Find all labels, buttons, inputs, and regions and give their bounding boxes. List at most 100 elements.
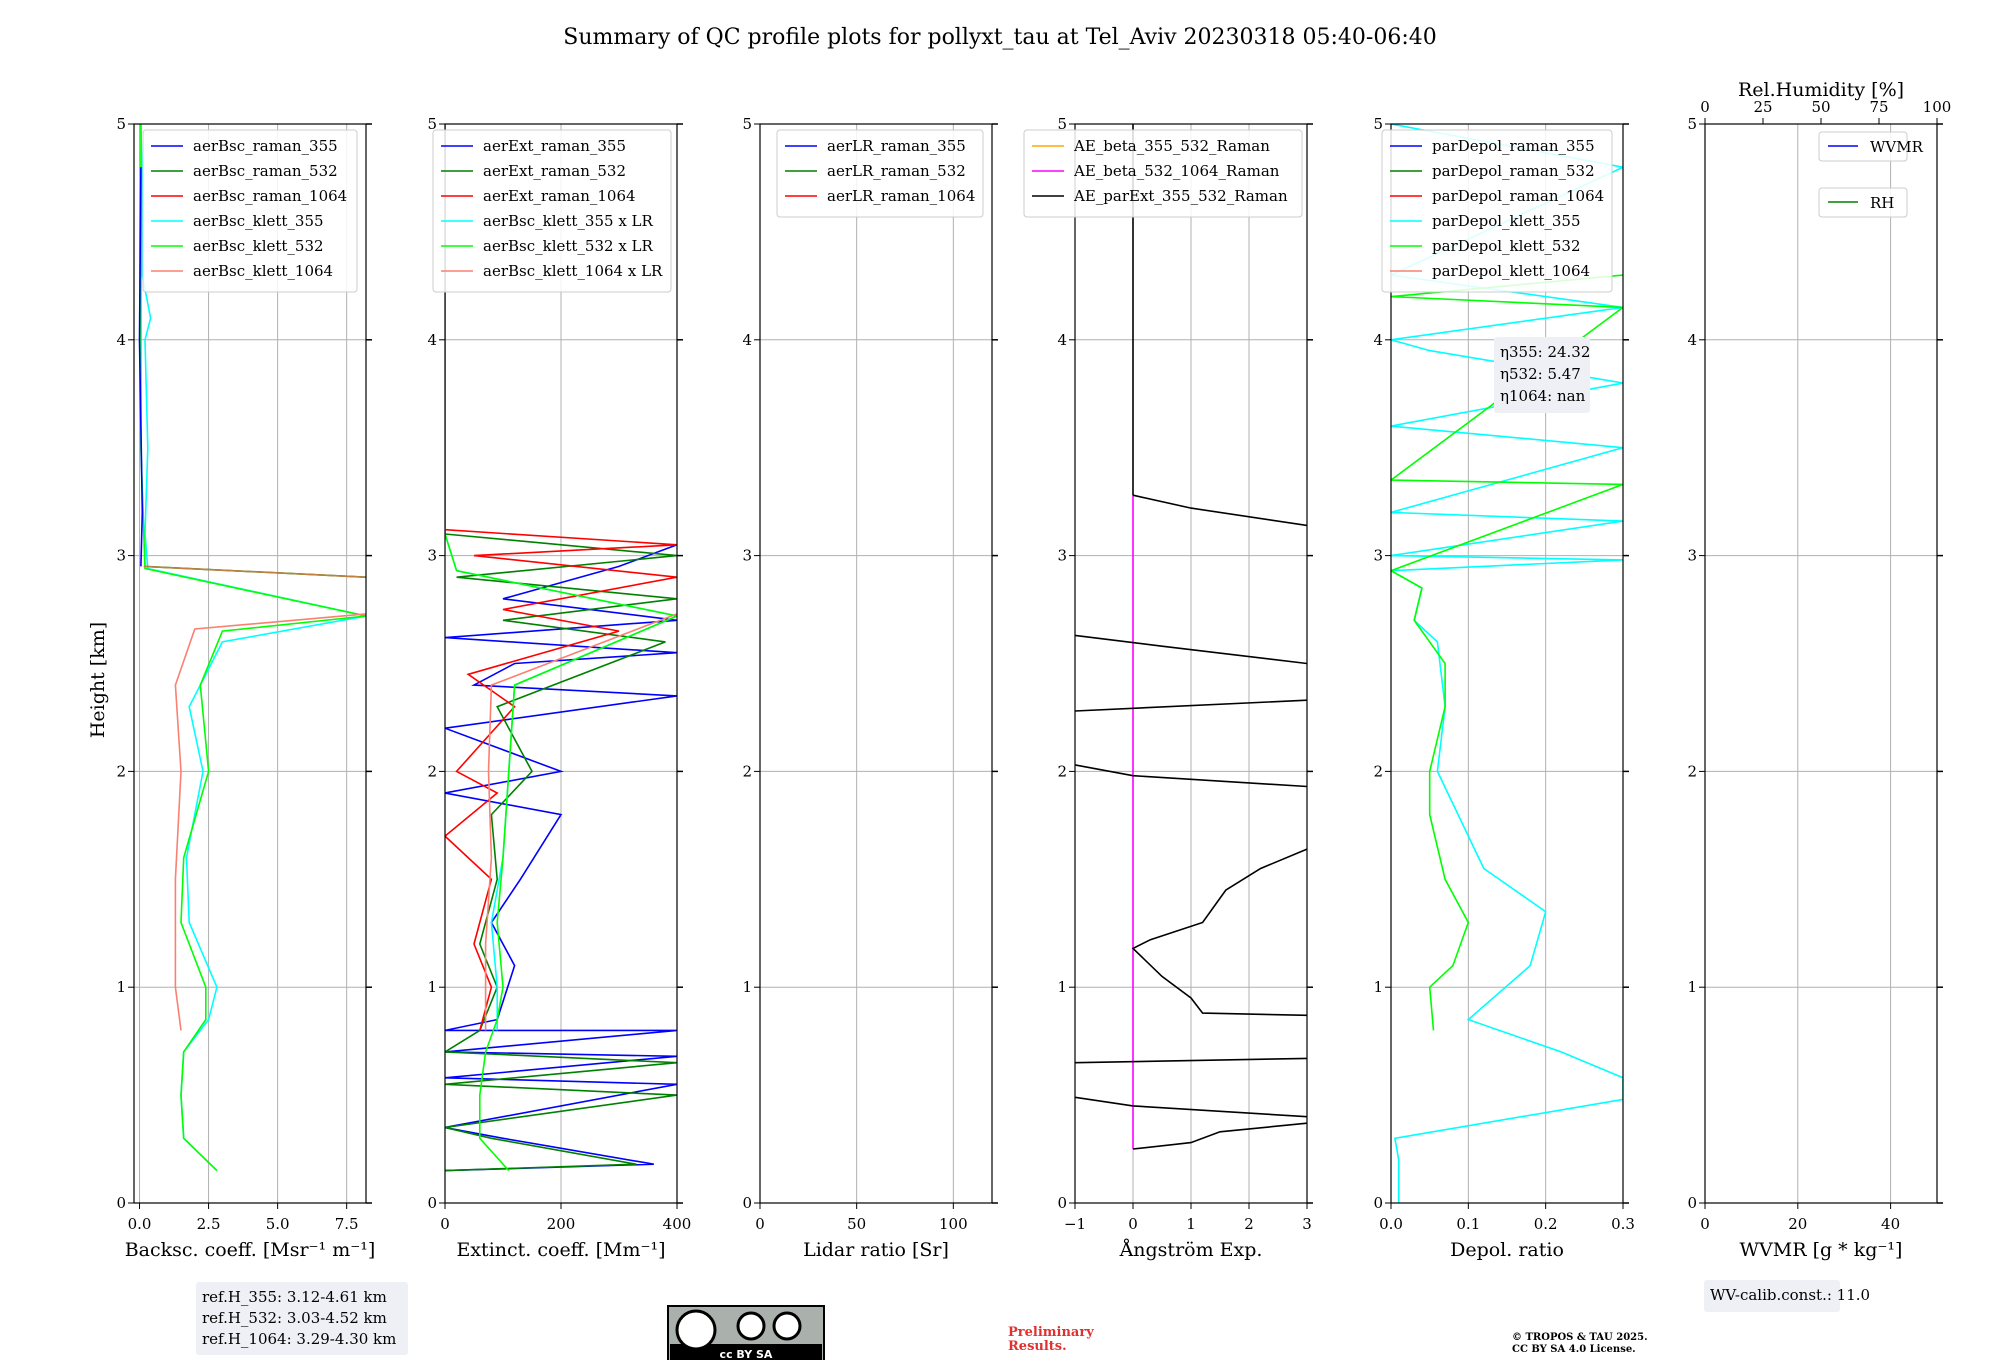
legend-label: AE_beta_355_532_Raman <box>1073 137 1270 155</box>
axes-frame <box>133 123 367 1204</box>
legend-label: parDepol_klett_1064 <box>1432 262 1590 280</box>
info-line: ref.H_1064: 3.29-4.30 km <box>202 1330 396 1348</box>
y-tick-label: 1 <box>1057 978 1067 996</box>
legend-box <box>1818 187 1908 218</box>
series-aerbsc-klett-1064-x-lr <box>484 613 677 1031</box>
y-tick-label: 4 <box>427 331 437 349</box>
y-tick-label: 2 <box>1373 762 1383 780</box>
y-tick-label: 1 <box>1687 978 1697 996</box>
y-tick-label: 0 <box>116 1194 126 1212</box>
series-ae-parext-355-532-raman-segment <box>1075 634 1307 665</box>
y-tick-label: 2 <box>742 762 752 780</box>
y-tick-label: 5 <box>1687 115 1697 133</box>
y-tick-label: 0 <box>1373 1194 1383 1212</box>
axes-frame <box>444 123 678 1204</box>
info-line: η532: 5.47 <box>1500 365 1581 383</box>
y-tick-label: 4 <box>1687 331 1697 349</box>
y-tick-label: 5 <box>742 115 752 133</box>
axes-frame <box>1704 123 1938 1204</box>
top-x-tick-label: 0 <box>1700 98 1710 116</box>
preliminary-label: Preliminary <box>1008 1325 1094 1340</box>
series-ae-parext-355-532-raman <box>1132 1122 1307 1150</box>
y-tick-label: 2 <box>116 762 126 780</box>
x-tick-label: 200 <box>547 1215 576 1233</box>
info-box <box>1494 337 1590 413</box>
y-tick-label: 1 <box>1373 978 1383 996</box>
legend-label: aerBsc_raman_355 <box>193 137 338 155</box>
panel-4: 0.0 0.1 0.2 0.3 0 1 2 3 4 5 Depol. ratio parDepol_r… <box>1373 115 1634 1261</box>
axes-frame <box>1390 123 1624 1204</box>
x-tick-label: 0.2 <box>1534 1215 1558 1233</box>
legend-label: aerExt_raman_1064 <box>483 187 636 205</box>
x-tick-label: 2 <box>1244 1215 1254 1233</box>
legend-label: aerLR_raman_532 <box>827 162 966 180</box>
x-tick-label: 5.0 <box>266 1215 290 1233</box>
info-line: ref.H_355: 3.12-4.61 km <box>202 1288 387 1306</box>
legend: aerLR_raman_355 aerLR_raman_532 aerLR_rama… <box>776 129 984 218</box>
legend-rh: RH <box>1818 187 1908 218</box>
axes-frame <box>759 123 993 1204</box>
y-tick-label: 2 <box>1057 762 1067 780</box>
y-tick-label: 0 <box>1057 1194 1067 1212</box>
series-aerext-raman-1064 <box>445 528 677 1031</box>
legend-label: aerBsc_raman_1064 <box>193 187 347 205</box>
x-tick-label: 1 <box>1186 1215 1196 1233</box>
legend-label: aerExt_raman_355 <box>483 137 626 155</box>
y-tick-label: 4 <box>742 331 752 349</box>
x-tick-label: 50 <box>847 1215 866 1233</box>
top-x-tick-label: 50 <box>1811 98 1830 116</box>
legend-box <box>1818 131 1908 162</box>
y-tick-label: 3 <box>116 547 126 565</box>
series-ae-parext-355-532-raman-segment <box>1075 1096 1307 1118</box>
series-aerbsc-klett-532-x-lr <box>445 124 677 1172</box>
legend-label: aerBsc_klett_532 x LR <box>483 237 654 255</box>
y-tick-label: 0 <box>427 1194 437 1212</box>
series-pardepol-klett-532 <box>1391 274 1623 1031</box>
legend-label: aerBsc_klett_355 x LR <box>483 212 654 230</box>
series-aerbsc-raman-1064 <box>143 565 366 578</box>
legend-label: parDepol_klett_355 <box>1432 212 1581 230</box>
y-tick-label: 4 <box>1373 331 1383 349</box>
legend-label: parDepol_klett_532 <box>1432 237 1581 255</box>
x-tick-label: 2.5 <box>197 1215 221 1233</box>
y-tick-label: 5 <box>427 115 437 133</box>
top-x-tick-label: 100 <box>1923 98 1952 116</box>
legend-label: RH <box>1870 194 1894 212</box>
top-x-tick-label: 75 <box>1869 98 1888 116</box>
series-ae-parext-355-532-raman-segment <box>1075 1057 1307 1064</box>
by-icon <box>736 1311 766 1341</box>
x-tick-label: 40 <box>1881 1215 1900 1233</box>
series-ae-parext-355-532-raman-segment <box>1131 848 1307 1017</box>
preliminary-label: Results. <box>1008 1339 1067 1354</box>
y-tick-label: 5 <box>116 115 126 133</box>
x-axis-label: Lidar ratio [Sr] <box>803 1239 949 1261</box>
y-tick-label: 3 <box>1373 547 1383 565</box>
figure-title: Summary of QC profile plots for pollyxt_… <box>563 25 1436 50</box>
wv-calib-box: WV-calib.const.: 11.0 <box>1704 1280 1870 1312</box>
legend-label: AE_parExt_355_532_Raman <box>1073 187 1288 205</box>
panel-5: 0 20 40 0 1 2 3 4 5 WVMR [g * kg⁻¹] 0 25 50 75 100 Rel.… <box>1687 79 1951 1261</box>
cc-badge-text: cc BY SA <box>720 1348 773 1360</box>
reference-height-box: ref.H_355: 3.12-4.61 km ref.H_532: 3.03-4… <box>196 1282 408 1355</box>
x-tick-label: 100 <box>939 1215 968 1233</box>
legend-label: parDepol_raman_532 <box>1432 162 1595 180</box>
x-tick-label: −1 <box>1064 1215 1086 1233</box>
y-tick-label: 1 <box>427 978 437 996</box>
x-tick-label: 0 <box>1128 1215 1138 1233</box>
panel-0: 0.0 2.5 5.0 7.5 0 1 2 3 4 5 Backsc. coeff. [Msr⁻¹ … <box>116 115 375 1261</box>
legend-label: aerExt_raman_532 <box>483 162 626 180</box>
info-line: η355: 24.32 <box>1500 343 1590 361</box>
x-tick-label: 400 <box>663 1215 692 1233</box>
legend-label: aerBsc_klett_355 <box>193 212 324 230</box>
panels: 0.0 2.5 5.0 7.5 0 1 2 3 4 5 Backsc. coeff. [Msr⁻¹ … <box>116 79 1951 1355</box>
height-axis-label: Height [km] <box>87 622 109 738</box>
legend-box <box>432 129 672 293</box>
y-tick-label: 4 <box>116 331 126 349</box>
x-tick-label: 0.0 <box>128 1215 152 1233</box>
y-tick-label: 1 <box>116 978 126 996</box>
series-ae-parext-355-532-raman-segment <box>1132 494 1307 527</box>
y-tick-label: 2 <box>427 762 437 780</box>
cc-icon <box>675 1309 717 1351</box>
y-tick-label: 5 <box>1057 115 1067 133</box>
